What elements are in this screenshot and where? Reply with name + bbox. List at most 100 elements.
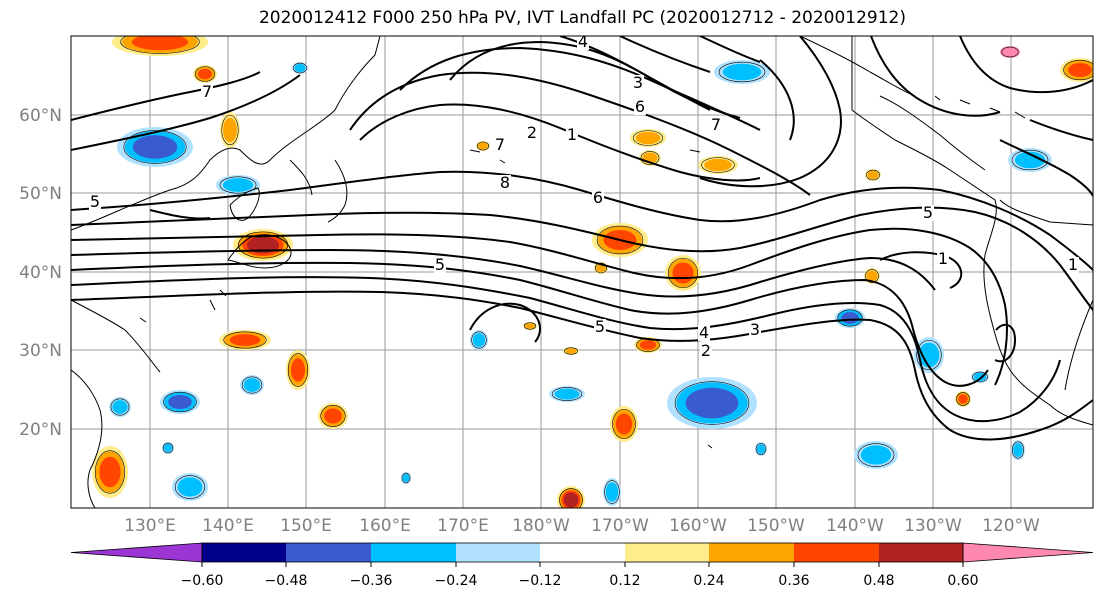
shade-level xyxy=(685,387,739,419)
pv-contour-thin xyxy=(667,257,699,289)
pv-anomaly-blob xyxy=(955,391,971,407)
pv-anomaly-blob xyxy=(557,486,585,508)
colorbar-segment xyxy=(456,543,540,562)
lon-label: 130°W xyxy=(904,516,962,536)
pv-anomaly-blob xyxy=(1000,46,1020,58)
pv-contour-thin xyxy=(162,442,174,454)
pv-contour-thin xyxy=(1063,59,1093,81)
contour-label-bg xyxy=(922,205,934,221)
pv-contour-thin xyxy=(476,141,490,151)
shade-level xyxy=(324,408,342,424)
pv-contour-thin xyxy=(120,36,200,54)
coastline xyxy=(227,234,292,269)
lon-label: 160°W xyxy=(669,516,727,536)
ivt-contour xyxy=(359,103,761,182)
ivt-contour xyxy=(879,251,963,289)
pv-anomaly-blob xyxy=(193,65,217,83)
coastlines xyxy=(71,36,1093,508)
pv-contour-thin xyxy=(866,169,880,181)
colorbar-tick-label: 0.36 xyxy=(778,573,809,589)
shade-level xyxy=(163,443,173,453)
pv-contour-thin xyxy=(1011,149,1049,171)
ivt-contour xyxy=(399,46,761,131)
contour-label-bg xyxy=(499,175,511,191)
contour-label-bg xyxy=(526,125,538,141)
colorbar-tick-label: −0.12 xyxy=(519,573,562,589)
contour-label: 5 xyxy=(595,317,605,336)
coastline xyxy=(934,95,1026,119)
ivt-contour xyxy=(71,74,301,151)
pv-contour-thin xyxy=(287,353,309,387)
pv-anomaly-blob xyxy=(1008,148,1052,172)
colorbar-segment xyxy=(625,543,709,562)
contour-label: 1 xyxy=(938,249,948,268)
pv-contour-thin xyxy=(916,339,942,371)
pv-anomaly-blob xyxy=(470,330,488,350)
shade-level xyxy=(635,131,661,145)
coastline xyxy=(71,299,161,373)
plot-title: 2020012412 F000 250 hPa PV, IVT Landfall… xyxy=(258,8,906,28)
pv-contour-thin xyxy=(219,176,257,194)
pv-contour-thin xyxy=(523,322,537,330)
lon-label: 120°W xyxy=(982,516,1040,536)
contour-label-bg xyxy=(749,322,761,338)
lon-label: 180°W xyxy=(512,516,570,536)
lon-label: 140°W xyxy=(826,516,884,536)
contour-label: 5 xyxy=(923,203,933,222)
shade-level xyxy=(860,445,892,465)
ivt-contours xyxy=(71,36,1093,441)
contour-label-bg xyxy=(566,127,578,143)
contour-label: 2 xyxy=(527,123,537,142)
pv-anomaly-blob xyxy=(755,442,767,456)
contour-label: 7 xyxy=(711,115,721,134)
ivt-contour xyxy=(149,209,211,220)
pv-contour-thin xyxy=(594,262,608,274)
contour-label-bg xyxy=(592,190,604,206)
pv-anomaly-blob xyxy=(549,386,585,402)
shade-level xyxy=(197,68,213,80)
pv-anomaly-blob xyxy=(220,112,240,148)
pv-anomaly-blob xyxy=(523,322,537,330)
ivt-contour xyxy=(71,227,1008,386)
lon-label: 140°E xyxy=(202,516,254,536)
pv-contour-thin xyxy=(94,450,126,494)
ivt-contour xyxy=(699,36,842,188)
contour-label-bg xyxy=(937,251,949,267)
ivt-contour xyxy=(71,170,1093,271)
lat-label: 20°N xyxy=(19,420,62,440)
lat-label: 50°N xyxy=(19,184,62,204)
contour-label-bg xyxy=(201,84,213,100)
shade-level xyxy=(168,394,192,410)
shade-level xyxy=(243,378,261,392)
contour-label: 4 xyxy=(699,323,709,342)
shade-level xyxy=(605,482,619,502)
pv-anomaly-blob xyxy=(162,442,174,454)
pv-anomaly-blob xyxy=(1011,440,1025,460)
pv-contour-thin xyxy=(551,387,583,401)
ivt-contour xyxy=(71,261,989,387)
contour-label-bg xyxy=(632,75,644,91)
shade-level xyxy=(132,135,178,159)
pv-anomaly-blob xyxy=(112,36,208,56)
colorbar-segment xyxy=(794,543,879,562)
shade-level xyxy=(615,413,633,435)
shade-level xyxy=(1014,151,1046,169)
coastline xyxy=(71,369,103,508)
shade-level xyxy=(704,158,732,172)
shade-level xyxy=(112,400,128,414)
lon-label: 150°E xyxy=(280,516,332,536)
pv-contour-thin xyxy=(471,331,487,349)
contour-label: 5 xyxy=(90,192,100,211)
contour-label-bg xyxy=(698,325,710,341)
shade-level xyxy=(866,270,878,282)
pv-contour-thin xyxy=(604,480,620,504)
shade-level xyxy=(722,63,762,81)
coastline xyxy=(999,199,1093,226)
shade-level xyxy=(99,456,121,488)
shade-level xyxy=(294,63,306,73)
pv-anomaly-blob xyxy=(698,156,738,174)
lon-label: 150°W xyxy=(747,516,805,536)
shade-level xyxy=(958,394,968,404)
ivt-contour xyxy=(994,323,1017,363)
pv-contour-thin xyxy=(755,442,767,456)
